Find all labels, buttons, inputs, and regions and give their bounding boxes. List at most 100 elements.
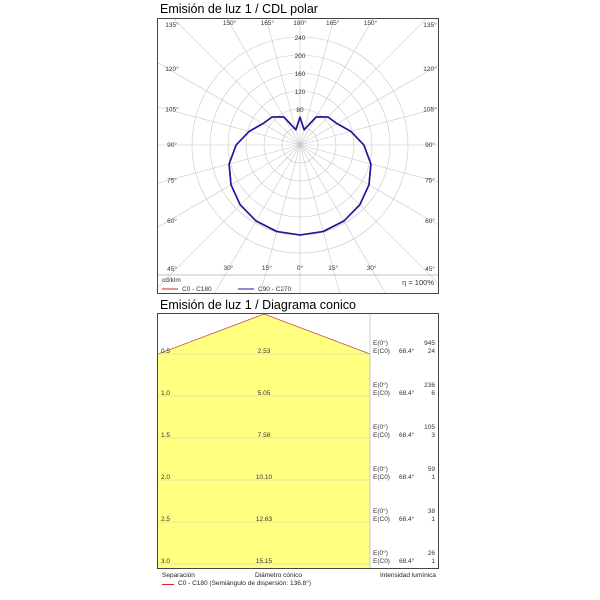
polar-radial-tick-label: 80 (296, 107, 304, 114)
polar-angle-label-right: 135° (423, 21, 437, 29)
cone-ec0-value: 24 (428, 348, 436, 355)
cone-e0-label: E(0°) (373, 423, 388, 431)
cone-ec0-label: E(C0) (373, 390, 390, 397)
polar-grid-spoke (158, 144, 301, 184)
cone-ec0-value: 1 (431, 558, 435, 565)
cone-angle-value: 68.4° (399, 431, 415, 439)
polar-angle-label-top: 180° (293, 19, 307, 27)
polar-angle-label-right: 45° (425, 265, 435, 273)
polar-grid-spoke (158, 144, 301, 228)
polar-radial-tick-label: 200 (295, 53, 306, 60)
cone-separation-value: 0.5 (161, 348, 170, 355)
cone-ec0-value: 6 (431, 390, 435, 397)
cone-ec0-value: 3 (431, 432, 435, 439)
cone-ec0-label: E(C0) (373, 348, 390, 355)
polar-angle-label-top: 165° (326, 19, 340, 27)
polar-angle-label-right: 105° (423, 106, 437, 114)
polar-grid-spoke (299, 144, 438, 226)
cone-title: Emisión de luz 1 / Diagrama conico (160, 298, 356, 312)
polar-angle-label-left: 75° (167, 176, 177, 184)
footer-legend-label: C0 - C180 (Semiángulo de dispersión: 136… (178, 580, 312, 587)
polar-grid-spoke (299, 19, 335, 146)
cone-ec0-label: E(C0) (373, 558, 390, 565)
polar-angle-label-left: 45° (167, 265, 177, 273)
cone-e0-label: E(0°) (373, 549, 388, 557)
polar-radial-tick-label: 160 (295, 71, 306, 78)
cone-ec0-value: 1 (431, 474, 435, 481)
polar-legend-label-c90: C90 - C270 (258, 286, 292, 293)
cone-e0-label: E(0°) (373, 381, 388, 389)
polar-grid-spoke (158, 62, 301, 146)
polar-angle-label-right: 75° (425, 176, 435, 184)
cone-e0-value: 945 (424, 340, 435, 347)
cone-angle-value: 68.4° (399, 347, 415, 355)
cone-ec0-label: E(C0) (373, 516, 390, 523)
polar-angle-label-left: 135° (165, 21, 179, 29)
cone-separation-value: 1.0 (161, 390, 170, 397)
polar-angle-label-left: 105° (165, 106, 179, 114)
polar-grid-spoke (265, 19, 301, 146)
polar-title: Emisión de luz 1 / CDL polar (160, 2, 318, 16)
polar-grid-spoke (299, 144, 438, 183)
polar-grid-spoke (299, 107, 438, 146)
cone-ec0-value: 1 (431, 516, 435, 523)
cone-angle-value: 68.4° (399, 515, 415, 523)
polar-grid-spoke (299, 144, 386, 293)
cone-e0-value: 59 (428, 466, 436, 473)
cone-diameter-value: 7.58 (258, 432, 271, 439)
polar-unit-label: cd/klm (162, 277, 181, 284)
polar-grid-spoke (260, 144, 301, 293)
polar-grid-spoke (214, 144, 301, 293)
cone-ec0-label: E(C0) (373, 474, 390, 481)
cone-diameter-value: 10.10 (256, 474, 273, 481)
polar-curve-c90-c270 (228, 116, 372, 236)
polar-grid-spoke (158, 144, 301, 288)
cone-diagram-frame: 0.5 2.53 E(0°) E(C0) 68.4° 945 24 1.0 5.05 E(0°) E… (157, 313, 439, 569)
cone-e0-label: E(0°) (373, 339, 388, 347)
cone-e0-label: E(0°) (373, 507, 388, 515)
cone-e0-value: 105 (424, 424, 435, 431)
polar-chart-frame: 80 120 160 200 240 135° 135° 120° 120° 105° 105° 90… (157, 18, 439, 294)
cone-light-area (158, 314, 370, 568)
polar-angle-label-right: 120° (423, 65, 437, 73)
polar-legend-label-c0: C0 - C180 (182, 286, 212, 293)
polar-angle-label-bottom: 15° (328, 264, 338, 272)
polar-grid-spoke (173, 19, 301, 146)
polar-angle-label-bottom: 30° (223, 264, 233, 272)
cone-separation-value: 2.0 (161, 474, 170, 481)
polar-chart: 80 120 160 200 240 135° 135° 120° 120° 105° 105° 90… (158, 19, 438, 293)
polar-angle-label-right: 90° (425, 141, 435, 149)
cone-angle-value: 68.4° (399, 557, 415, 565)
cone-outline (158, 314, 371, 355)
polar-grid-spoke (299, 144, 438, 284)
cone-e0-value: 26 (428, 550, 436, 557)
polar-angle-label-bottom: 0° (297, 264, 304, 272)
cone-e0-value: 236 (424, 382, 435, 389)
polar-grid-spoke (299, 19, 374, 146)
polar-angle-label-bottom: 15° (262, 264, 272, 272)
polar-grid-spoke (299, 64, 438, 146)
polar-grid-spoke (299, 19, 427, 146)
cone-angle-value: 68.4° (399, 389, 415, 397)
footer-separation-label: Separación (162, 572, 195, 579)
polar-angle-label-top: 150° (364, 19, 378, 27)
polar-angle-label-left: 90° (167, 141, 177, 149)
cone-diameter-value: 2.53 (258, 348, 271, 355)
cone-separation-value: 3.0 (161, 558, 170, 565)
polar-angle-label-left: 120° (165, 65, 179, 73)
polar-angle-label-bottom: 30° (367, 264, 377, 272)
footer-intensity-label: Intensidad lumínica (380, 572, 437, 579)
footer-diameter-label: Diámetro cónico (255, 572, 302, 579)
polar-grid-spoke (226, 19, 301, 146)
polar-angle-label-right: 60° (425, 217, 435, 225)
cone-diameter-value: 5.05 (258, 390, 271, 397)
cone-ec0-label: E(C0) (373, 432, 390, 439)
polar-angle-label-left: 60° (167, 217, 177, 225)
polar-grid-spoke (299, 144, 340, 293)
footer-legend-swatch (162, 584, 174, 585)
cone-separation-value: 1.5 (161, 432, 170, 439)
polar-angle-label-top: 165° (261, 19, 275, 27)
polar-radial-tick-label: 240 (295, 35, 306, 42)
polar-efficiency-label: η = 100% (402, 278, 434, 287)
